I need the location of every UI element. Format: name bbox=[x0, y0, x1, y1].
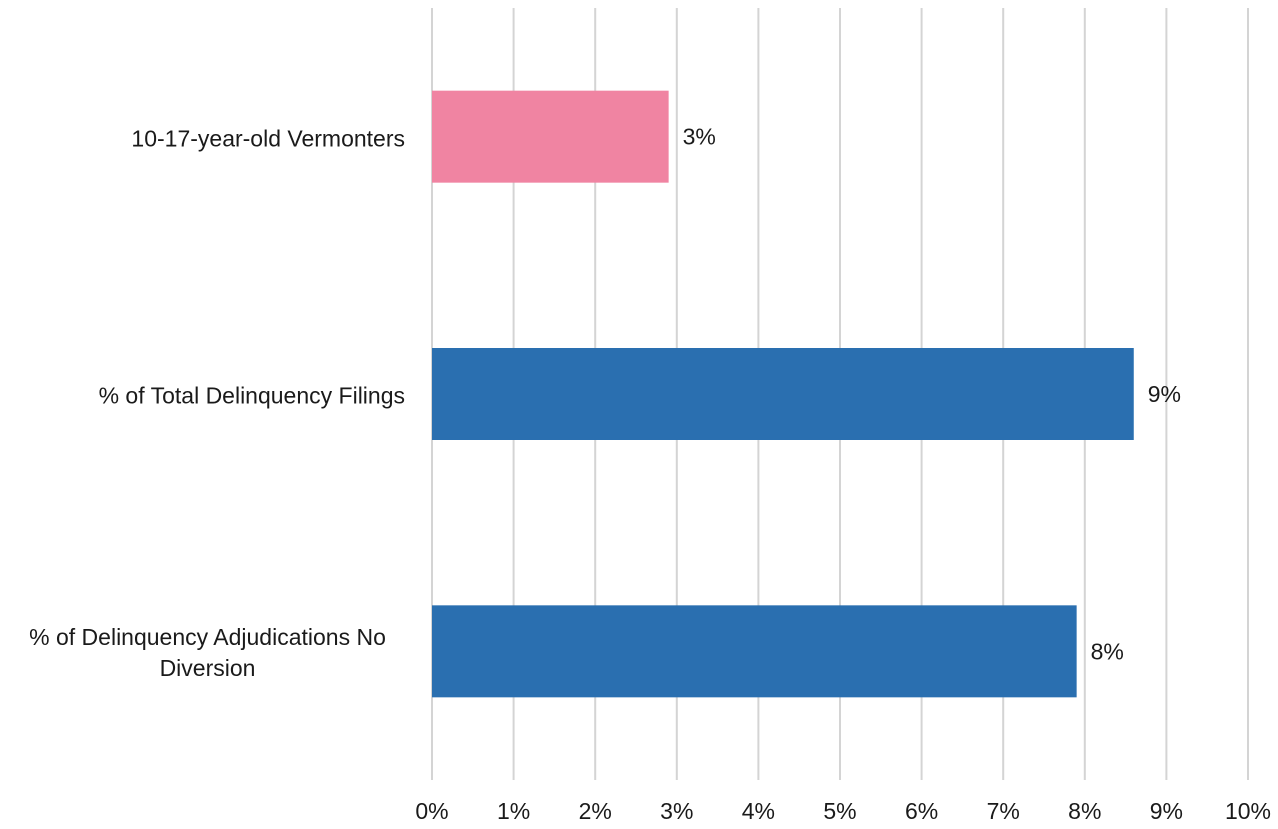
x-tick-label: 9% bbox=[1150, 798, 1183, 824]
bar bbox=[432, 605, 1077, 698]
x-tick-label: 1% bbox=[497, 798, 530, 824]
x-tick-label: 6% bbox=[905, 798, 938, 824]
category-label-box: 10-17-year-old Vermonters bbox=[5, 123, 405, 154]
data-label: 3% bbox=[683, 124, 716, 150]
bar bbox=[432, 348, 1134, 440]
x-tick-label: 10% bbox=[1225, 798, 1271, 824]
y-tick-label: % of Total Delinquency Filings bbox=[98, 382, 405, 409]
x-tick-label: 7% bbox=[987, 798, 1020, 824]
x-tick-label: 8% bbox=[1068, 798, 1101, 824]
x-tick-label: 2% bbox=[579, 798, 612, 824]
data-label: 8% bbox=[1091, 638, 1124, 664]
x-tick-label: 5% bbox=[823, 798, 856, 824]
category-label-box: % of Total Delinquency Filings bbox=[5, 381, 405, 412]
bar bbox=[432, 90, 669, 183]
y-tick-label: 10-17-year-old Vermonters bbox=[131, 125, 405, 152]
x-tick-label: 4% bbox=[742, 798, 775, 824]
x-tick-label: 3% bbox=[660, 798, 693, 824]
x-tick-label: 0% bbox=[415, 798, 448, 824]
category-label-box: % of Delinquency Adjudications No Divers… bbox=[5, 622, 405, 684]
y-tick-label: % of Delinquency Adjudications No Divers… bbox=[29, 624, 386, 682]
data-label: 9% bbox=[1148, 381, 1181, 407]
